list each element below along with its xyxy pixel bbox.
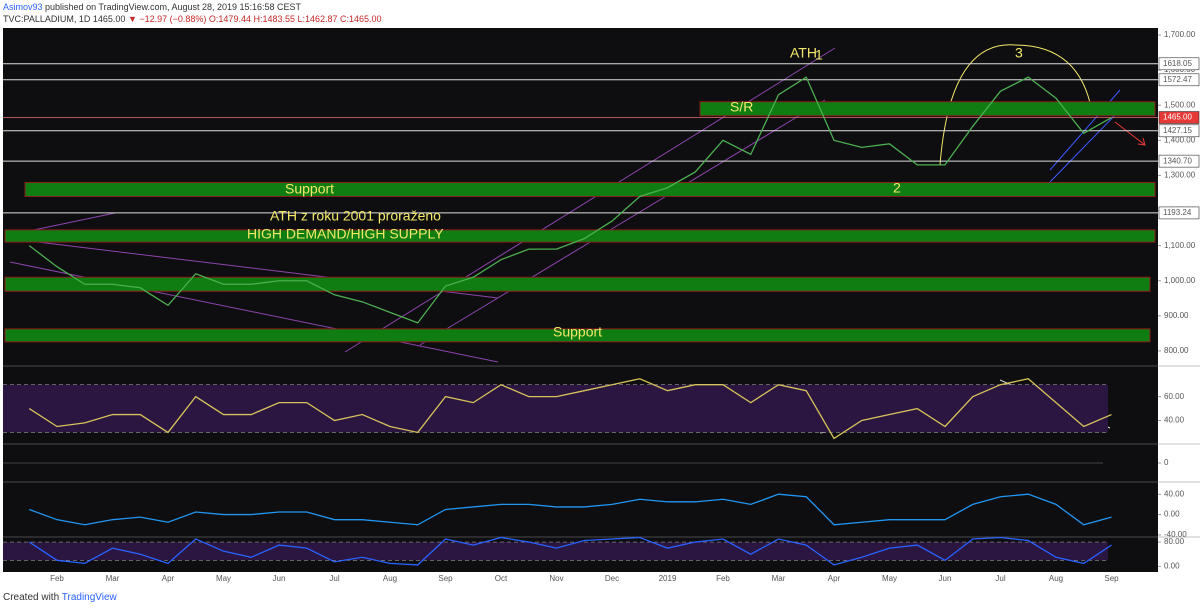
brand[interactable]: TradingView (61, 592, 117, 603)
level-label: 1193.24 (1163, 208, 1192, 217)
price-line (28, 536, 1112, 566)
level-label: 1427.15 (1163, 126, 1192, 135)
level-tag (1158, 206, 1200, 220)
level-label: 1618.05 (1163, 59, 1192, 68)
x-tick-label: Sep (438, 574, 453, 583)
y-tick-label: 900.00 (1164, 311, 1189, 320)
y-tick-label: 80.00 (1164, 537, 1185, 546)
symbol: TVC:PALLADIUM, 1D (3, 14, 91, 24)
x-tick-label: Jul (329, 574, 339, 583)
x-tick-label: Apr (162, 574, 175, 583)
annotation: 1 (815, 47, 823, 63)
level-tag (1158, 73, 1200, 87)
zone (4, 276, 1151, 292)
published: published on TradingView.com, August 28,… (45, 2, 302, 12)
zone (4, 229, 1156, 243)
x-tick-label: Aug (383, 574, 397, 583)
x-tick-label: Mar (772, 574, 786, 583)
level-label: 1340.70 (1163, 156, 1192, 165)
price-line (28, 76, 1112, 324)
zone (699, 101, 1156, 117)
y-tick-label: 1,000.00 (1164, 276, 1196, 285)
x-tick-label: Dec (605, 574, 619, 583)
level-label: 1572.47 (1163, 75, 1192, 84)
change: ▼ −12.97 (−0.88%) (127, 14, 207, 24)
y-tick-label: 1,300.00 (1164, 171, 1196, 180)
y-tick-label: 1,100.00 (1164, 241, 1196, 250)
x-tick-label: Nov (549, 574, 563, 583)
level-tag (1158, 111, 1200, 124)
arrow (1114, 121, 1146, 146)
author[interactable]: Asimov93 (3, 2, 43, 12)
x-tick-label: Sep (1104, 574, 1119, 583)
x-tick-label: May (882, 574, 897, 583)
annotation: 2 (893, 180, 901, 196)
wedge-line (1049, 109, 1121, 183)
y-tick-label: 60.00 (1164, 392, 1185, 401)
x-tick-label: Oct (495, 574, 508, 583)
x-tick-label: Apr (828, 574, 841, 583)
level-tag (1158, 57, 1200, 71)
x-tick-label: Jul (995, 574, 1005, 583)
x-tick-label: 2019 (659, 574, 677, 583)
header: Asimov93 published on TradingView.com, A… (3, 1, 382, 25)
annotation: Support (553, 324, 602, 340)
y-tick-label: -40.00 (1164, 530, 1187, 539)
x-tick-label: Mar (106, 574, 120, 583)
annotation: ATH (790, 45, 817, 61)
y-tick-label: 800.00 (1164, 346, 1189, 355)
x-tick-label: Jun (273, 574, 286, 583)
y-tick-label: 40.00 (1164, 416, 1185, 425)
level-band (3, 542, 1108, 561)
header-line: TVC:PALLADIUM, 1D 1465.00 ▼ −12.97 (−0.8… (3, 13, 382, 25)
created: Created with (3, 592, 60, 603)
x-tick-label: Aug (1049, 574, 1063, 583)
annotation: 3 (1015, 45, 1023, 61)
annotation: Support (285, 181, 334, 197)
trend-line (344, 47, 836, 353)
x-tick-label: Jun (939, 574, 952, 583)
ohlc: O:1479.44 H:1483.55 L:1462.87 C:1465.00 (208, 14, 382, 24)
x-tick-label: Feb (716, 574, 730, 583)
price-line (29, 493, 1112, 526)
y-tick-label: 1,500.00 (1164, 100, 1196, 109)
y-tick-label: 0.00 (1164, 562, 1180, 571)
header-line: Asimov93 published on TradingView.com, A… (3, 1, 382, 13)
level-tag (1158, 154, 1200, 168)
annotation: HIGH DEMAND/HIGH SUPPLY (247, 226, 444, 242)
level-tag (1158, 124, 1200, 138)
x-tick-label: Feb (50, 574, 64, 583)
zone (24, 181, 1156, 197)
y-tick-label: 1,700.00 (1164, 30, 1196, 39)
level-label: 1465.00 (1163, 113, 1192, 122)
annotation: ATH z roku 2001 proraženo (270, 208, 441, 224)
y-tick-label: 0.00 (1164, 510, 1180, 519)
zone (4, 328, 1151, 343)
y-tick-label: 0 (1164, 458, 1169, 467)
y-tick-label: 40.00 (1164, 489, 1185, 498)
x-tick-label: May (216, 574, 231, 583)
price-line (28, 378, 1112, 440)
annotation: S/R (730, 99, 753, 115)
footer: Created with TradingView (3, 592, 117, 603)
y-tick-label: 1,400.00 (1164, 135, 1196, 144)
last: 1465.00 (92, 14, 126, 24)
